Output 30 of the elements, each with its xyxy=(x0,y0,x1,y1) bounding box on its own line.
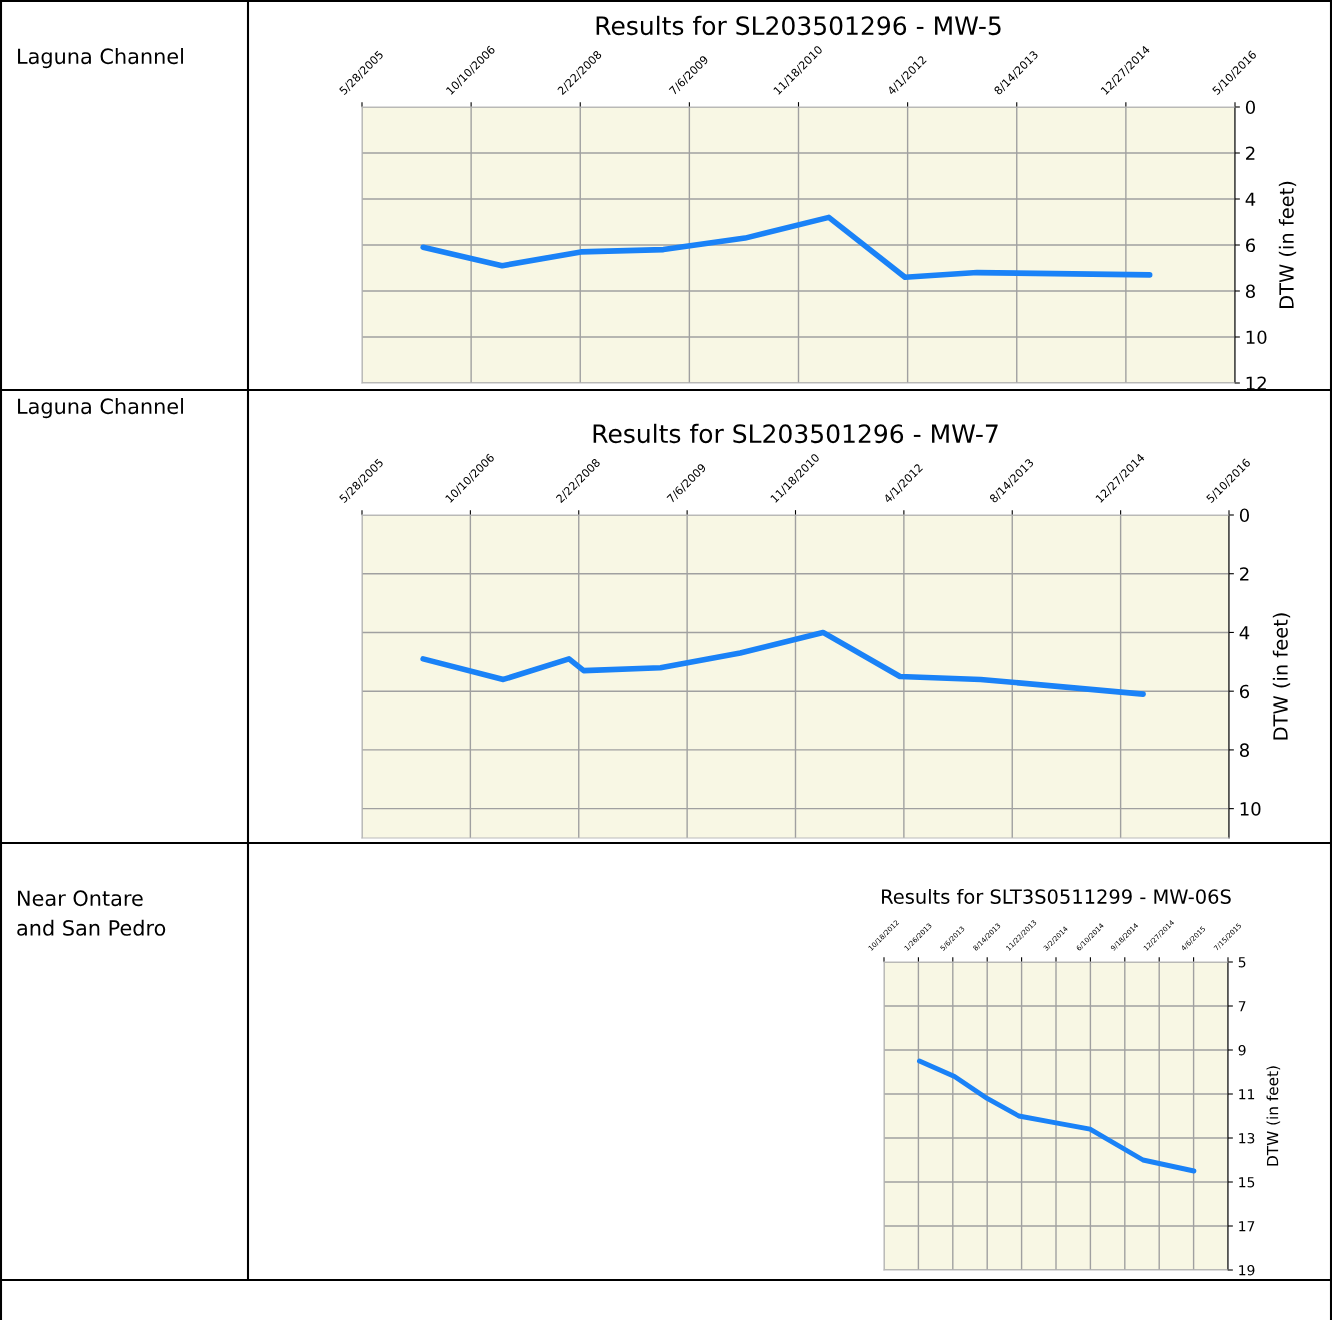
text: Near Ontare and San Pedro xyxy=(17,890,166,936)
text: Laguna Channel xyxy=(18,48,183,69)
y-tick-label: 10 xyxy=(1246,330,1267,345)
y-axis-title: DTW (in feet) xyxy=(1272,613,1291,740)
y-tick-label: 19 xyxy=(1239,1264,1255,1276)
y-tick-label: 8 xyxy=(1245,284,1255,299)
y-tick-label: 2 xyxy=(1246,146,1255,160)
chart-title: Results for SL203501296 - MW-5 xyxy=(596,15,1001,36)
y-tick-label: 8 xyxy=(1239,743,1249,758)
chart-title: Results for SLT3S0511299 - MW-06S xyxy=(882,888,1231,904)
text: Laguna Channel xyxy=(18,398,183,419)
y-tick-label: 0 xyxy=(1239,508,1250,523)
chart-title: Results for SL203501296 - MW-7 xyxy=(593,423,998,444)
y-tick-label: 9 xyxy=(1238,1044,1246,1056)
y-tick-label: 0 xyxy=(1245,100,1256,115)
y-tick-label: 11 xyxy=(1239,1089,1255,1100)
y-tick-label: 17 xyxy=(1239,1221,1255,1232)
y-tick-label: 10 xyxy=(1240,802,1261,816)
line-series xyxy=(917,1058,1197,1174)
y-tick-label: 5 xyxy=(1238,957,1246,968)
y-axis-title: DTW (in feet) xyxy=(1266,1066,1281,1166)
y-tick-label: 4 xyxy=(1239,626,1250,640)
y-tick-label: 2 xyxy=(1240,567,1249,581)
y-axis-title: DTW (in feet) xyxy=(1278,181,1297,308)
y-tick-label: 4 xyxy=(1245,192,1256,206)
y-tick-label: 13 xyxy=(1239,1132,1255,1144)
y-tick-label: 6 xyxy=(1239,684,1250,699)
y-tick-label: 15 xyxy=(1239,1177,1255,1188)
y-tick-label: 7 xyxy=(1238,1001,1246,1012)
y-tick-label: 6 xyxy=(1245,238,1256,253)
